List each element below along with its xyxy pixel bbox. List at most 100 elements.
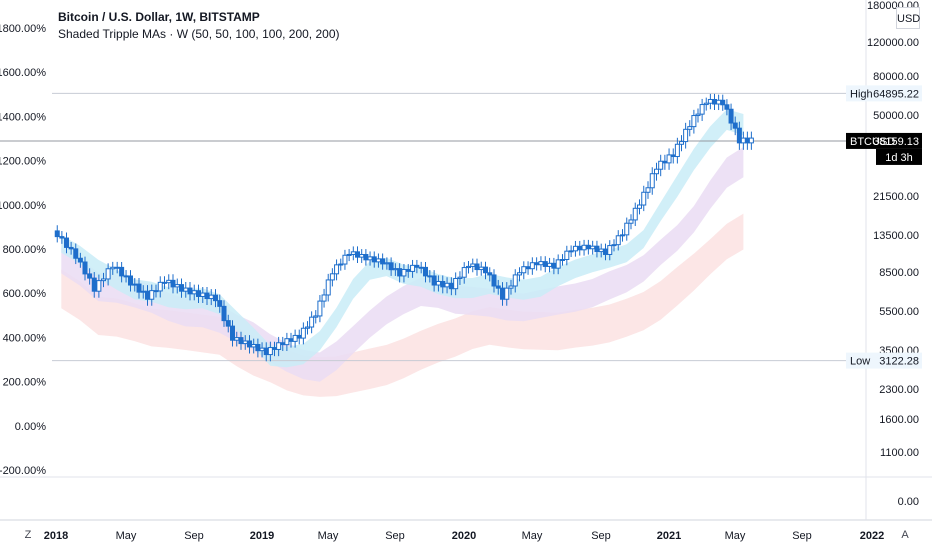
candle	[728, 108, 734, 124]
right-axis-tick: 1100.00	[880, 447, 919, 459]
candle	[724, 104, 730, 110]
candle	[624, 222, 630, 236]
candle	[105, 268, 111, 280]
candle	[292, 334, 298, 342]
candle	[305, 326, 310, 329]
candle	[149, 290, 155, 300]
candle	[255, 343, 261, 352]
candle	[342, 254, 348, 265]
candle	[87, 273, 93, 279]
x-axis-tick: 2018	[44, 530, 68, 542]
candle	[564, 250, 570, 261]
candle	[371, 256, 377, 263]
candle	[500, 287, 505, 300]
high-badge-value: 64895.22	[873, 88, 919, 100]
candle	[123, 275, 129, 278]
candle	[478, 266, 484, 271]
candle	[217, 300, 223, 307]
candle	[77, 257, 83, 263]
candle	[466, 265, 471, 269]
candle	[508, 285, 514, 289]
candle	[157, 281, 163, 292]
candle	[221, 305, 227, 322]
candle	[325, 279, 331, 296]
candle	[431, 275, 437, 286]
candle	[242, 340, 248, 345]
left-axis-tick: 800.00%	[3, 244, 47, 256]
candle	[611, 244, 617, 247]
countdown-label: 1d 3h	[885, 152, 913, 164]
candle	[695, 113, 701, 117]
candle	[662, 160, 668, 164]
candle	[338, 263, 344, 266]
candle	[740, 137, 746, 144]
high-badge-label: High	[850, 88, 873, 100]
candle	[284, 338, 290, 346]
candle	[359, 254, 365, 258]
candle	[132, 283, 138, 286]
zoom-button[interactable]: Z	[24, 529, 32, 541]
chart-title[interactable]: Bitcoin / U.S. Dollar, 1W, BITSTAMP	[58, 10, 260, 24]
candle	[200, 292, 206, 297]
candle	[712, 98, 717, 105]
x-axis-tick: Sep	[385, 530, 405, 542]
candle	[517, 272, 522, 276]
candle	[247, 340, 252, 348]
candle	[119, 266, 125, 277]
x-axis-tick: 2019	[250, 530, 274, 542]
candle	[632, 207, 638, 221]
countdown-bg	[876, 148, 922, 165]
right-axis-tick: 13500.00	[873, 230, 919, 242]
right-axis-tick: 5500.00	[879, 306, 919, 318]
candle	[225, 320, 231, 327]
candle	[691, 115, 697, 128]
candle	[748, 137, 754, 144]
candle	[654, 168, 659, 175]
candle	[296, 334, 302, 339]
candle	[162, 281, 167, 284]
candle	[620, 234, 625, 237]
candle	[423, 266, 428, 277]
candle	[670, 154, 676, 158]
candle	[470, 263, 476, 267]
currency-button[interactable]: USD	[896, 7, 920, 29]
candle	[321, 294, 327, 302]
candle	[736, 127, 742, 144]
candle	[355, 251, 360, 258]
candle	[346, 253, 352, 256]
candle	[204, 292, 210, 300]
left-axis-tick: 1400.00%	[0, 111, 46, 123]
left-axis-tick: 200.00%	[3, 377, 47, 389]
candle	[288, 338, 294, 342]
candle	[699, 104, 705, 115]
high-badge: High 64895.22	[846, 85, 922, 102]
candle	[128, 275, 133, 286]
candle	[170, 279, 176, 288]
candle	[538, 261, 544, 266]
candle	[732, 122, 738, 129]
auto-scale-button[interactable]: A	[901, 529, 909, 541]
candle	[572, 245, 578, 252]
x-axis-tick: May	[725, 530, 746, 542]
candle	[707, 98, 713, 104]
candle	[641, 191, 647, 206]
candle	[259, 347, 265, 352]
candle	[666, 154, 672, 164]
candle	[110, 266, 116, 270]
ma-band-slow	[61, 213, 744, 397]
candle	[534, 262, 540, 266]
x-axis-tick: May	[522, 530, 543, 542]
right-axis-tick: 21500.00	[873, 191, 919, 203]
candle	[300, 327, 306, 339]
indicator-label[interactable]: Shaded Tripple MAs · W (50, 50, 100, 100…	[58, 27, 340, 41]
candle	[388, 262, 394, 271]
candle	[350, 251, 356, 255]
candle	[234, 337, 240, 341]
candle	[418, 266, 424, 269]
candle	[179, 284, 184, 292]
candle	[521, 266, 527, 274]
candle	[427, 275, 433, 278]
candle	[637, 204, 642, 209]
candle	[440, 280, 446, 288]
left-axis-tick: 1200.00%	[0, 156, 46, 168]
